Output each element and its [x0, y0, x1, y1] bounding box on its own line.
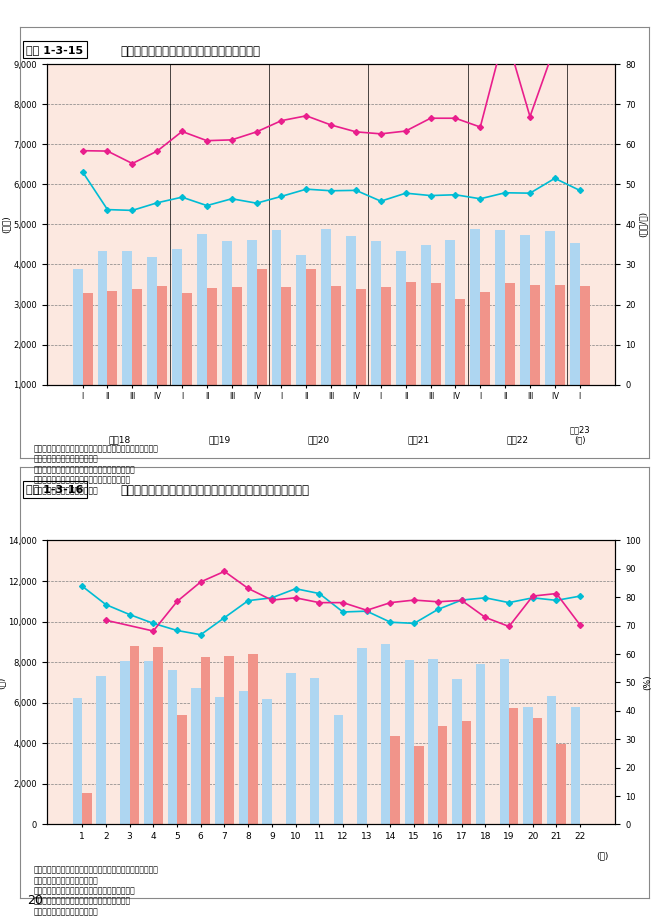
Bar	[96, 676, 106, 824]
Bar	[130, 647, 139, 824]
Bar	[306, 269, 316, 425]
Bar	[476, 664, 485, 824]
Bar	[132, 289, 142, 425]
Bar	[98, 251, 108, 425]
Bar	[147, 257, 157, 425]
Text: 資料：（株）不動産経済研究所「全国マンション市場動向」
注：地域区分は以下のとおり。
　首都圈：東京都、神奈川県、埼玉県、千葉県。
　近畿圈：大阪府、兵庫県、京: 資料：（株）不動産経済研究所「全国マンション市場動向」 注：地域区分は以下のとお…	[33, 866, 159, 916]
Bar	[557, 744, 566, 824]
Bar	[371, 241, 381, 425]
Text: 首都圈・近畿圈のマンションの供給在庫戸数と契約率の推移: 首都圈・近畿圈のマンションの供給在庫戸数と契約率の推移	[120, 485, 310, 497]
Bar	[239, 691, 248, 824]
Bar	[421, 245, 431, 425]
Text: 図表 1-3-16: 図表 1-3-16	[26, 485, 84, 495]
Bar	[356, 289, 366, 425]
Bar	[396, 250, 405, 425]
Legend: 首都圈（平均価格）（左軸）, 近畿圈（平均価格）（左軸）, 首都圈（㎡単価）（右軸）, 近畿圈（㎡単価）（右軸）: 首都圈（平均価格）（左軸）, 近畿圈（平均価格）（左軸）, 首都圈（㎡単価）（右…	[423, 527, 611, 557]
Bar	[296, 256, 306, 425]
Bar	[570, 243, 580, 425]
Bar	[414, 747, 423, 824]
Y-axis label: (%): (%)	[644, 674, 653, 691]
Bar	[248, 654, 258, 824]
Bar	[144, 660, 153, 824]
Bar	[346, 235, 356, 425]
Bar	[580, 287, 589, 425]
Bar	[120, 660, 130, 824]
Bar	[357, 648, 367, 824]
Text: 平成23
(期): 平成23 (期)	[569, 425, 590, 444]
Text: (年): (年)	[597, 852, 609, 860]
Bar	[405, 282, 415, 425]
Bar	[191, 688, 201, 824]
Bar	[172, 249, 182, 425]
Y-axis label: (万円/㎡): (万円/㎡)	[639, 212, 648, 237]
Bar	[495, 230, 505, 425]
Bar	[405, 660, 414, 824]
Bar	[197, 234, 207, 425]
Bar	[182, 293, 192, 425]
Bar	[545, 232, 555, 425]
Text: 首都圈・近畿圈の新築マンション価格の推移: 首都圈・近畿圈の新築マンション価格の推移	[120, 45, 261, 58]
Bar	[500, 659, 509, 824]
Bar	[523, 707, 533, 824]
Bar	[201, 657, 210, 824]
Y-axis label: (戸): (戸)	[0, 676, 5, 689]
Bar	[391, 736, 400, 824]
Bar	[381, 644, 391, 824]
Bar	[286, 673, 296, 824]
Bar	[462, 721, 471, 824]
Bar	[381, 288, 391, 425]
Bar	[272, 230, 282, 425]
Text: 資料：（株）不動産経済研究所「全国マンション市場動向」
注：地域区分は以下のとおり。
　首都圈：埼玉県、千葉県、東京都、神奈川県。
　近畿圈：滋賀県、京都府、大: 資料：（株）不動産経済研究所「全国マンション市場動向」 注：地域区分は以下のとお…	[33, 444, 159, 495]
Bar	[571, 707, 580, 824]
Bar	[428, 659, 438, 824]
Bar	[247, 240, 257, 425]
Bar	[334, 714, 343, 824]
Bar	[533, 718, 542, 824]
Bar	[555, 285, 565, 425]
Bar	[452, 679, 462, 824]
Bar	[470, 229, 480, 425]
Y-axis label: (万円): (万円)	[1, 215, 11, 234]
Bar	[73, 698, 82, 824]
Bar	[530, 285, 540, 425]
Bar	[82, 793, 92, 824]
Bar	[282, 287, 292, 425]
Bar	[108, 291, 118, 425]
Bar	[262, 699, 272, 824]
Bar	[331, 286, 341, 425]
Bar	[82, 293, 92, 425]
Bar	[73, 269, 82, 425]
Bar	[438, 725, 448, 824]
Text: 平成18: 平成18	[109, 435, 131, 444]
Bar	[153, 647, 163, 824]
Bar	[505, 283, 515, 425]
Bar	[222, 241, 231, 425]
Bar	[456, 299, 466, 425]
Bar	[215, 697, 224, 824]
Bar	[509, 707, 518, 824]
Bar	[520, 235, 530, 425]
Bar	[177, 715, 187, 824]
Bar	[231, 287, 242, 425]
Bar	[446, 240, 456, 425]
Bar	[167, 670, 177, 824]
Text: 図表 1-3-15: 図表 1-3-15	[26, 45, 84, 55]
Bar	[431, 283, 440, 425]
Bar	[257, 269, 266, 425]
Text: 平成22: 平成22	[506, 435, 529, 444]
Text: 平成21: 平成21	[407, 435, 429, 444]
Bar	[224, 656, 234, 824]
Bar	[157, 287, 167, 425]
Text: 平成19: 平成19	[208, 435, 230, 444]
Bar	[122, 251, 132, 425]
Bar	[321, 228, 331, 425]
Bar	[207, 288, 217, 425]
Bar	[480, 291, 490, 425]
Bar	[547, 696, 557, 824]
Text: 20: 20	[27, 894, 43, 907]
Bar	[310, 678, 319, 824]
Text: 平成20: 平成20	[308, 435, 330, 444]
